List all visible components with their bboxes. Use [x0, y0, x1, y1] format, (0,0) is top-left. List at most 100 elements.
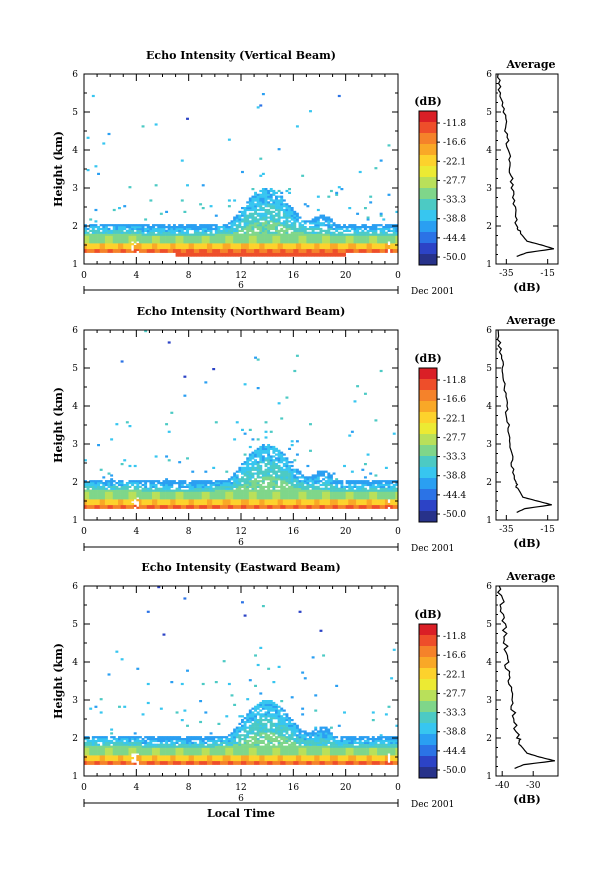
heatmap-cell: [104, 483, 108, 487]
heatmap-cell: [259, 499, 263, 502]
heatmap-cell: [293, 220, 297, 223]
heatmap-cell: [222, 493, 226, 496]
heatmap-cell: [191, 502, 195, 506]
heatmap-cell: [282, 478, 286, 481]
heatmap-cell: [316, 499, 320, 502]
heatmap-cell: [254, 208, 257, 212]
heatmap-cell: [141, 499, 145, 502]
heatmap-cell: [277, 491, 281, 494]
heatmap-cell: [288, 495, 292, 498]
heatmap-cell: [316, 506, 320, 509]
heatmap-cell: [288, 464, 292, 468]
heatmap-cell: [246, 241, 250, 244]
heatmap-cell: [322, 254, 326, 257]
heatmap-cell: [272, 506, 276, 509]
heatmap-cell: [277, 497, 281, 500]
heatmap-cell: [115, 241, 119, 244]
heatmap-cell: [222, 506, 226, 509]
heatmap-cell: [358, 235, 362, 238]
heatmap-cell: [377, 235, 380, 238]
heatmap-cell: [261, 506, 265, 509]
heatmap-cell: [125, 495, 129, 498]
heatmap-cell: [248, 248, 252, 251]
heatmap-cell: [167, 493, 171, 496]
heatmap-cell: [123, 760, 127, 763]
heatmap-cell: [293, 210, 297, 213]
heatmap-cell: [220, 482, 223, 485]
heatmap-cell: [180, 231, 184, 234]
heatmap-cell: [86, 741, 90, 744]
heatmap-cell: [358, 226, 362, 229]
heatmap-cell: [384, 506, 388, 509]
heatmap-cell: [363, 483, 367, 487]
heatmap-cell: [353, 502, 357, 506]
heatmap-cell: [275, 222, 278, 225]
heatmap-cell: [379, 243, 383, 246]
heatmap-cell: [196, 482, 200, 485]
heatmap-cell: [251, 199, 255, 202]
heatmap-cell: [99, 487, 103, 490]
heatmap-cell: [267, 252, 271, 255]
heatmap-cell: [128, 227, 132, 231]
heatmap-cell: [272, 497, 276, 500]
heatmap-cell: [348, 502, 352, 506]
heatmap-cell: [256, 106, 260, 109]
heatmap-cell: [356, 229, 360, 232]
heatmap-cell: [251, 252, 255, 255]
heatmap-cell: [141, 235, 145, 238]
heatmap-cell: [97, 757, 100, 760]
heatmap-cell: [264, 506, 268, 509]
heatmap-cell: [322, 222, 326, 225]
heatmap-cell: [272, 205, 276, 208]
heatmap-cell: [238, 226, 242, 229]
heatmap-cell: [303, 220, 307, 223]
heatmap-cell: [128, 248, 132, 251]
heatmap-cell: [188, 233, 192, 236]
heatmap-cell: [144, 485, 148, 488]
heatmap-cell: [86, 502, 90, 506]
heatmap-cell: [337, 245, 341, 248]
heatmap-cell: [295, 483, 299, 487]
heatmap-cell: [314, 231, 318, 234]
heatmap-cell: [272, 491, 276, 494]
heatmap-cell: [241, 468, 244, 471]
heatmap-cell: [104, 751, 108, 754]
heatmap-cell: [128, 464, 132, 468]
heatmap-cell: [217, 504, 221, 507]
heatmap-cell: [254, 222, 257, 225]
heatmap-cell: [102, 489, 106, 492]
chart-title: Echo Intensity (Northward Beam): [137, 305, 346, 318]
heatmap-cell: [337, 186, 341, 189]
heatmap-cell: [125, 736, 129, 739]
heatmap-cell: [131, 749, 135, 752]
heatmap-cell: [384, 501, 388, 504]
heatmap-cell: [316, 470, 320, 473]
heatmap-cell: [159, 246, 163, 250]
heatmap-cell: [141, 231, 145, 234]
heatmap-cell: [201, 226, 205, 229]
heatmap-cell: [149, 231, 153, 234]
heatmap-cell: [206, 233, 210, 236]
heatmap-cell: [123, 755, 127, 758]
heatmap-cell: [267, 254, 271, 257]
heatmap-cell: [146, 226, 150, 229]
heatmap-cell: [264, 504, 268, 507]
heatmap-cell: [337, 504, 341, 507]
heatmap-cell: [377, 233, 380, 236]
heatmap-cell: [390, 482, 394, 485]
heatmap-cell: [186, 243, 189, 246]
heatmap-cell: [314, 493, 318, 496]
heatmap-cell: [363, 491, 367, 494]
heatmap-cell: [272, 447, 276, 450]
heatmap-cell: [371, 487, 375, 490]
heatmap-cell: [254, 356, 257, 359]
heatmap-cell: [275, 203, 278, 206]
heatmap-cell: [91, 226, 95, 229]
heatmap-cell: [298, 231, 302, 234]
heatmap-cell: [225, 495, 229, 498]
heatmap-cell: [201, 491, 205, 494]
heatmap-cell: [371, 224, 375, 227]
heatmap-cell: [84, 250, 87, 253]
heatmap-cell: [235, 489, 239, 492]
heatmap-cell: [259, 207, 263, 210]
